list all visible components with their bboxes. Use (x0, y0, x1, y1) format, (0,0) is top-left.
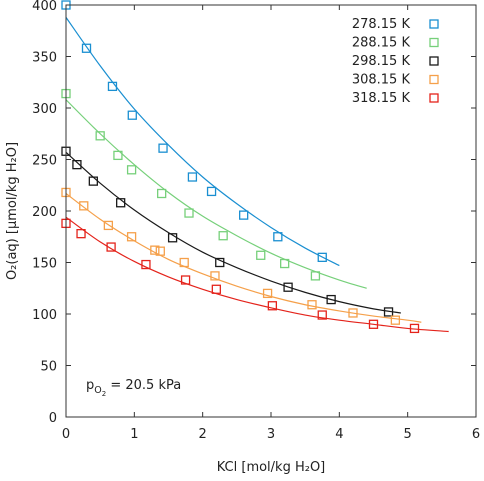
data-point (106, 242, 116, 252)
data-point (150, 245, 160, 255)
legend-marker (429, 19, 439, 29)
data-point (368, 319, 379, 329)
legend-label: 278.15 K (352, 17, 411, 32)
data-point (283, 282, 293, 292)
x-tick-label: 1 (130, 427, 138, 442)
fit-line-3 (65, 193, 422, 323)
data-point (383, 307, 394, 317)
y-axis-label: O₂(aq) [μmol/kg H₂O] (5, 142, 20, 280)
x-tick-label: 6 (472, 427, 480, 442)
fit-line-4 (65, 216, 449, 333)
x-tick-label: 2 (199, 427, 207, 442)
x-tick-label: 4 (335, 427, 343, 442)
data-point (409, 323, 420, 334)
data-point (79, 201, 89, 211)
data-point (280, 258, 290, 269)
data-point (267, 301, 278, 311)
data-point (88, 176, 98, 186)
y-tick-label: 250 (32, 154, 57, 169)
fit-curves (65, 17, 449, 333)
data-point (141, 259, 151, 270)
y-tick-label: 150 (32, 257, 57, 272)
data-point (215, 257, 225, 268)
y-tick-label: 100 (32, 308, 57, 323)
pressure-annotation: pO2 = 20.5 kPa (86, 378, 181, 398)
legend-label: 318.15 K (352, 91, 411, 106)
data-point (157, 188, 167, 199)
data-point (116, 198, 126, 208)
data-point (107, 81, 118, 92)
legend: 278.15 K 288.15 K 298.15 K 308.15 K 318.15 K (352, 17, 439, 106)
data-point (126, 232, 137, 242)
legend-label: 288.15 K (352, 36, 411, 51)
x-tick-label: 0 (62, 427, 70, 442)
y-tick-label: 200 (32, 205, 57, 220)
legend-marker (429, 93, 439, 103)
data-point (273, 232, 283, 242)
data-point (317, 252, 327, 263)
data-point (317, 310, 327, 320)
data-point (348, 308, 358, 318)
data-point (187, 172, 198, 182)
data-point (113, 150, 123, 161)
data-point (210, 271, 220, 281)
plot-frame (65, 4, 477, 418)
data-point (158, 143, 168, 153)
y-tick-label: 50 (40, 360, 57, 375)
y-tick-label: 300 (32, 102, 57, 117)
data-point (307, 300, 317, 310)
legend-marker (429, 56, 439, 66)
data-point (76, 229, 86, 239)
fit-line-1 (65, 99, 367, 289)
data-point (180, 275, 191, 285)
data-point (95, 131, 105, 141)
legend-marker (429, 74, 439, 85)
fit-line-0 (65, 17, 340, 267)
data-point (167, 233, 178, 243)
data-point (81, 43, 92, 53)
data-point (126, 165, 137, 175)
data-point (206, 186, 217, 197)
legend-marker (429, 37, 439, 48)
y-tick-label: 350 (32, 51, 57, 66)
legend-label: 308.15 K (352, 73, 411, 88)
y-tick-label: 400 (32, 0, 57, 14)
x-axis-label: KCl [mol/kg H₂O] (217, 460, 326, 475)
data-point (310, 271, 321, 281)
fit-line-2 (65, 151, 401, 314)
data-point (127, 110, 137, 120)
data-markers (61, 0, 420, 334)
data-point (390, 315, 401, 325)
data-point (103, 220, 114, 231)
data-point (184, 208, 194, 218)
legend-label: 298.15 K (352, 54, 411, 69)
data-point (262, 288, 273, 299)
data-point (179, 257, 189, 268)
axis-ticks: 0 1 2 3 4 5 6 0 50 100 150 200 250 300 350 400 (32, 0, 480, 442)
data-point (256, 250, 266, 260)
data-point (239, 210, 249, 220)
y-tick-label: 0 (49, 411, 57, 426)
data-point (218, 231, 228, 241)
x-tick-label: 3 (267, 427, 275, 442)
data-point (211, 284, 221, 294)
data-point (155, 246, 165, 256)
x-tick-label: 5 (404, 427, 412, 442)
data-point (72, 159, 82, 170)
data-point (326, 294, 336, 305)
